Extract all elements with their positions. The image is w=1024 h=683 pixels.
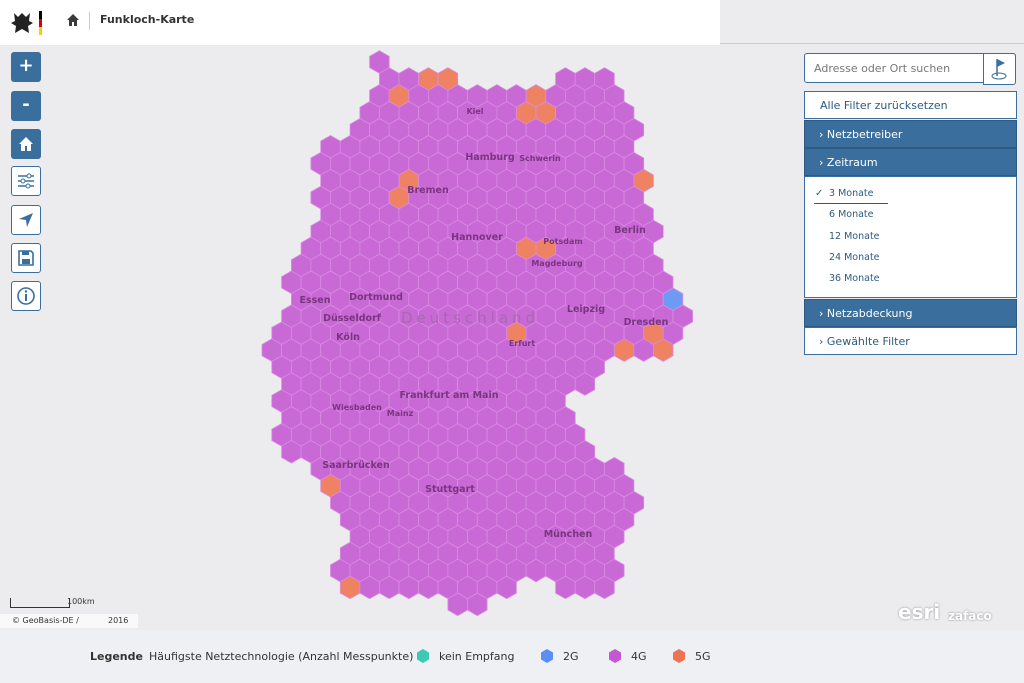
city-label: Erfurt	[509, 339, 536, 348]
legend-swatch	[541, 649, 553, 663]
reset-filters[interactable]: Alle Filter zurücksetzen	[804, 91, 1017, 119]
settings-button[interactable]	[11, 166, 41, 196]
city-label: Dortmund	[349, 292, 403, 303]
city-label: Köln	[336, 332, 360, 343]
city-label: Bremen	[407, 185, 449, 196]
header: Funkloch-Karte	[0, 0, 720, 45]
period-option[interactable]: 3 Monate	[829, 188, 874, 199]
selected-underline	[814, 203, 888, 204]
home-link[interactable]	[66, 13, 80, 27]
section-label: Netzabdeckung	[826, 307, 913, 320]
period-option[interactable]: 6 Monate	[829, 209, 874, 221]
attribution-box	[0, 614, 138, 628]
legend-title: Legende	[90, 650, 143, 663]
filter-section[interactable]: › Netzabdeckung	[804, 299, 1017, 327]
city-label: Potsdam	[543, 237, 582, 246]
city-label: Hannover	[451, 232, 503, 243]
city-label: Hamburg	[465, 152, 514, 163]
legend-swatch	[417, 649, 429, 663]
divider	[720, 43, 1024, 44]
period-option[interactable]: 12 Monate	[829, 230, 880, 242]
city-label: Leipzig	[567, 304, 605, 315]
save-button[interactable]	[11, 243, 41, 273]
city-label: Frankfurt am Main	[400, 390, 499, 401]
esri-logo: esri	[898, 600, 941, 624]
city-label: Mainz	[387, 409, 414, 418]
legend-label: kein Empfang	[439, 650, 515, 663]
attribution-year: 2016	[108, 616, 129, 625]
city-label: Saarbrücken	[322, 460, 390, 471]
zafaco-logo: zafaco	[948, 609, 992, 623]
hex-cell	[574, 372, 596, 396]
logo	[11, 11, 42, 35]
period-option[interactable]: 36 Monate	[829, 273, 880, 285]
city-label: Essen	[299, 295, 330, 306]
check-mark: ✓	[815, 188, 824, 199]
city-label: Wiesbaden	[332, 403, 382, 412]
page-title: Funkloch-Karte	[100, 13, 195, 26]
hex-cell	[467, 592, 488, 617]
info-button[interactable]	[11, 281, 41, 311]
city-label: Berlin	[614, 225, 646, 236]
city-label: Magdeburg	[531, 259, 583, 268]
zoom-out[interactable]: -	[11, 91, 41, 121]
hex-cell	[496, 575, 517, 600]
country-label: Deutschland	[401, 309, 539, 327]
city-label: München	[544, 529, 593, 540]
zoom-in[interactable]: +	[11, 52, 41, 82]
map: Kiel Hamburg Schwerin Bremen Hannover Berlin P…	[261, 50, 693, 617]
legend-swatch	[673, 649, 685, 663]
home-button[interactable]	[11, 129, 41, 159]
legend-label: 4G	[631, 650, 647, 663]
hex-cell	[594, 575, 615, 600]
filter-section[interactable]: › Zeitraum	[804, 148, 1017, 176]
city-label: Düsseldorf	[323, 313, 382, 324]
locate-button[interactable]	[11, 205, 41, 235]
legend: Legende Häufigste Netztechnologie (Anzah…	[0, 630, 1024, 683]
city-label: Kiel	[466, 107, 483, 116]
scale-bar	[10, 598, 70, 608]
search-placeholder: Adresse oder Ort suchen	[814, 62, 951, 75]
scale-label: 100km	[67, 597, 95, 606]
section-label: Netzbetreiber	[826, 128, 903, 141]
period-option[interactable]: 24 Monate	[829, 251, 880, 263]
search-box[interactable]: Adresse oder Ort suchen	[804, 53, 1016, 85]
legend-swatch	[609, 649, 621, 663]
section-label: Gewählte Filter	[826, 335, 910, 348]
hex-cell	[653, 338, 674, 362]
filter-section[interactable]: › Netzbetreiber	[804, 120, 1017, 148]
legend-label: 2G	[563, 650, 579, 663]
city-label: Dresden	[624, 317, 669, 328]
period-list: ✓ 3 Monate 6 Monate 12 Monate 24 Monate 36 M…	[804, 176, 1017, 298]
city-label: Schwerin	[519, 154, 561, 163]
legend-label: 5G	[695, 650, 711, 663]
attribution: © GeoBasis-DE /	[12, 616, 79, 625]
legend-subtitle: Häufigste Netztechnologie (Anzahl Messpu…	[149, 650, 414, 663]
filter-section[interactable]: › Gewählte Filter	[804, 327, 1017, 355]
search-button[interactable]	[983, 53, 1016, 85]
section-label: Zeitraum	[826, 156, 878, 169]
city-label: Stuttgart	[425, 484, 475, 495]
